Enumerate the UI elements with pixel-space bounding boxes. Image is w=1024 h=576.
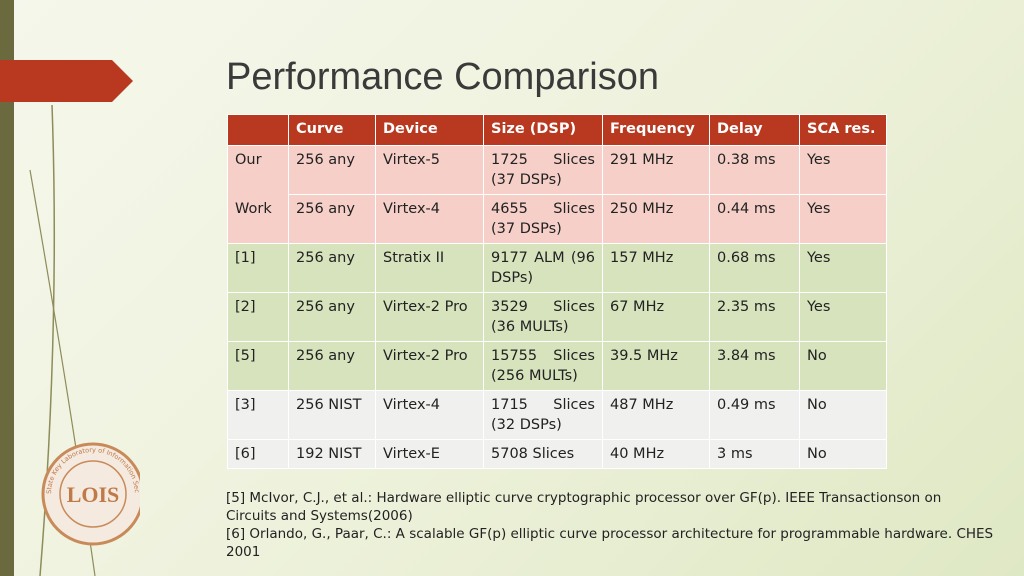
table-cell: No: [799, 341, 887, 391]
table-cell: 0.68 ms: [709, 243, 800, 293]
table-cell: Virtex-5: [375, 145, 484, 195]
table-cell: Virtex-4: [375, 194, 484, 244]
table-cell: 1715 Slices (32 DSPs): [483, 390, 603, 440]
table-cell: 39.5 MHz: [602, 341, 710, 391]
table-cell: [1]: [227, 243, 289, 293]
title: Performance Comparison: [226, 56, 659, 98]
table-cell: Virtex-E: [375, 439, 484, 469]
decoration: LOIS State Key Laboratory of Information…: [0, 0, 140, 576]
header-cell: SCA res.: [799, 114, 887, 146]
table-row: [5] 256 any Virtex-2 Pro 15755 Slices (256 …: [227, 341, 887, 391]
header-cell: Delay: [709, 114, 800, 146]
table-cell: 3.84 ms: [709, 341, 800, 391]
comparison-table: Curve Device Size (DSP) Frequency Delay SCA r…: [227, 114, 887, 469]
table-cell: [6]: [227, 439, 289, 469]
header-cell: Frequency: [602, 114, 710, 146]
table-cell: Yes: [799, 194, 887, 244]
references: [5] McIvor, C.J., et al.: Hardware ellip…: [226, 489, 996, 561]
table-cell: 1725 Slices (37 DSPs): [483, 145, 603, 195]
table-cell: No: [799, 439, 887, 469]
table-cell: [3]: [227, 390, 289, 440]
header-cell: [227, 114, 289, 146]
side-bar: [0, 0, 14, 576]
table-cell: Yes: [799, 243, 887, 293]
table-cell: Yes: [799, 292, 887, 342]
table-cell: 157 MHz: [602, 243, 710, 293]
logo-text: LOIS: [67, 482, 120, 507]
table-cell: Our: [227, 145, 289, 195]
reference: [6] Orlando, G., Paar, C.: A scalable GF…: [226, 526, 994, 560]
table-cell: Virtex-4: [375, 390, 484, 440]
table-cell: 67 MHz: [602, 292, 710, 342]
table-cell: Virtex-2 Pro: [375, 292, 484, 342]
table-cell: 0.49 ms: [709, 390, 800, 440]
header-cell: Size (DSP): [483, 114, 603, 146]
header-cell: Curve: [288, 114, 376, 146]
table-cell: 3529 Slices (36 MULTs): [483, 292, 603, 342]
table-cell: 256 any: [288, 341, 376, 391]
table-cell: 0.44 ms: [709, 194, 800, 244]
table-cell: 256 any: [288, 243, 376, 293]
table-cell: Yes: [799, 145, 887, 195]
table-cell: 256 any: [288, 292, 376, 342]
table-row: [2] 256 any Virtex-2 Pro 3529 Slices (36 MU…: [227, 292, 887, 342]
table-cell: 291 MHz: [602, 145, 710, 195]
header-cell: Device: [375, 114, 484, 146]
table-cell: 9177 ALM (96 DSPs): [483, 243, 603, 293]
table-row: [3] 256 NIST Virtex-4 1715 Slices (32 DSPs)…: [227, 390, 887, 440]
table-cell: 4655 Slices (37 DSPs): [483, 194, 603, 244]
table-cell: Stratix II: [375, 243, 484, 293]
reference: [5] McIvor, C.J., et al.: Hardware ellip…: [226, 490, 942, 524]
table-cell: Virtex-2 Pro: [375, 341, 484, 391]
table-cell: 487 MHz: [602, 390, 710, 440]
table-cell: 3 ms: [709, 439, 800, 469]
table-cell: Work: [227, 194, 289, 244]
table-cell: 250 MHz: [602, 194, 710, 244]
table-cell: 192 NIST: [288, 439, 376, 469]
table-row: Work 256 any Virtex-4 4655 Slices (37 DSPs)…: [227, 194, 887, 244]
header-row: Curve Device Size (DSP) Frequency Delay SCA r…: [227, 114, 887, 146]
table-row: [6] 192 NIST Virtex-E 5708 Slices 40 MHz 3 ms…: [227, 439, 887, 469]
table-cell: 0.38 ms: [709, 145, 800, 195]
table-cell: 40 MHz: [602, 439, 710, 469]
table-cell: 2.35 ms: [709, 292, 800, 342]
table-cell: [5]: [227, 341, 289, 391]
table-cell: 5708 Slices: [483, 439, 603, 469]
table-cell: 256 any: [288, 145, 376, 195]
table-row: [1] 256 any Stratix II 9177 ALM (96 DSPs) 15…: [227, 243, 887, 293]
table-cell: [2]: [227, 292, 289, 342]
table-cell: 15755 Slices (256 MULTs): [483, 341, 603, 391]
table-cell: No: [799, 390, 887, 440]
table-cell: 256 NIST: [288, 390, 376, 440]
table-row: Our 256 any Virtex-5 1725 Slices (37 DSPs) 2…: [227, 145, 887, 195]
table-cell: 256 any: [288, 194, 376, 244]
